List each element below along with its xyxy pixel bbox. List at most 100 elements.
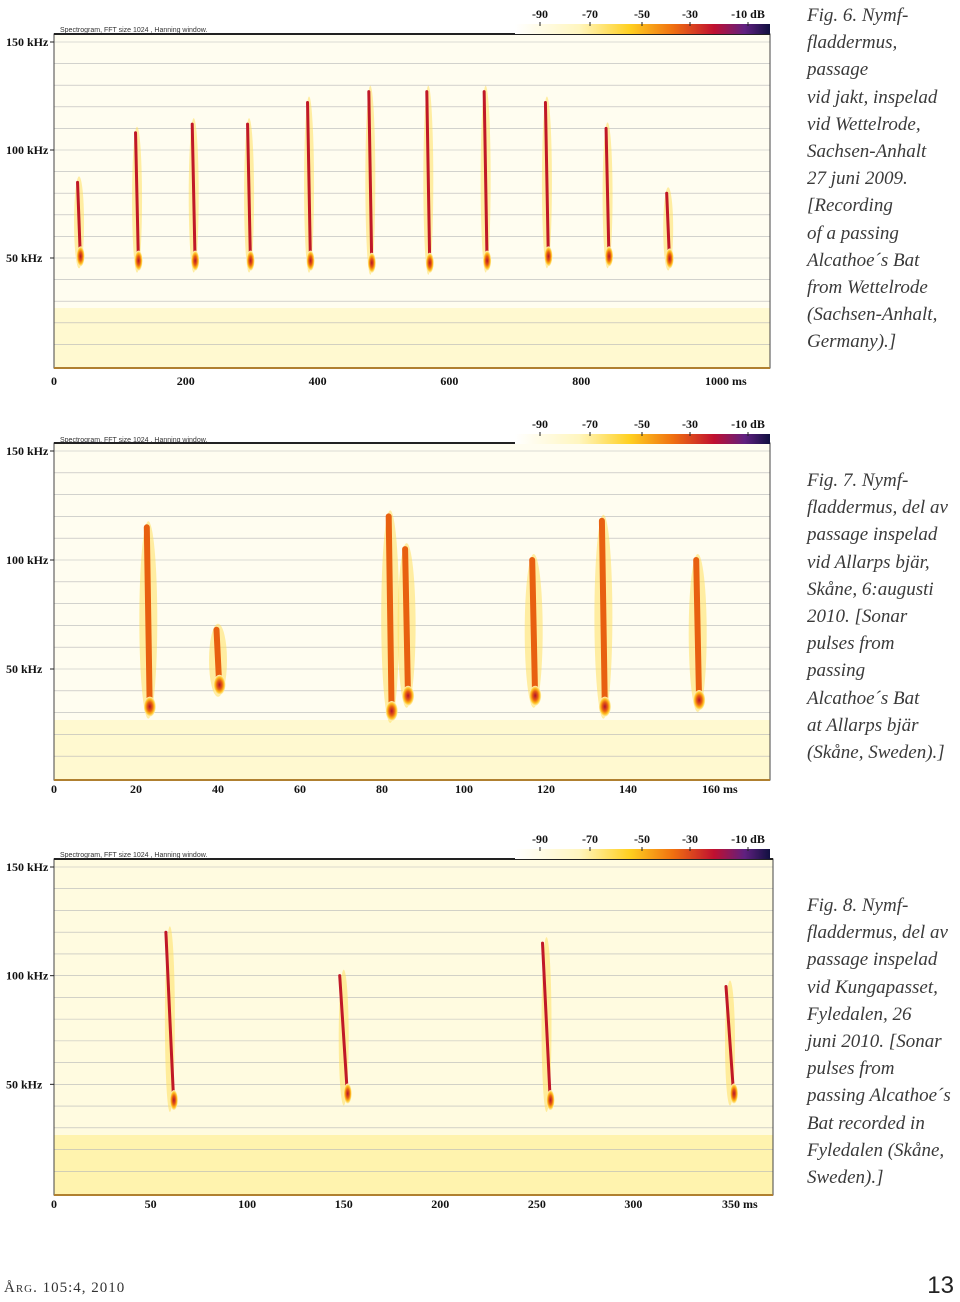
pulse — [209, 623, 227, 697]
noise-band — [54, 1135, 773, 1195]
pulse-core — [730, 1083, 738, 1104]
db-label: -10 dB — [731, 832, 765, 846]
pulse-sweep — [604, 126, 611, 264]
db-label: -70 — [582, 832, 598, 846]
pulse-core — [693, 690, 706, 711]
x-tick-label: 120 — [537, 782, 555, 796]
pulse — [541, 937, 555, 1113]
db-label: -70 — [582, 417, 598, 431]
spectrogram-label: Spectrogram, FFT size 1024 , Hanning win… — [60, 852, 207, 859]
db-label: -50 — [634, 832, 650, 846]
y-axis-label: 50 kHz — [6, 662, 43, 676]
y-axis-label: 50 kHz — [6, 251, 43, 265]
db-label: -10 dB — [731, 7, 765, 21]
db-label: -50 — [634, 417, 650, 431]
db-label: -70 — [582, 7, 598, 21]
pulse — [480, 85, 492, 273]
x-tick-label: 60 — [294, 782, 306, 796]
pulse-core — [367, 252, 376, 273]
pulse-core — [544, 246, 553, 267]
pulse-core — [191, 250, 200, 271]
y-axis-label: 100 kHz — [6, 969, 49, 983]
x-tick-label: 1000 ms — [705, 374, 747, 388]
spectrogram-label: Spectrogram, FFT size 1024 , Hanning win… — [60, 27, 207, 34]
pulse-core — [246, 250, 255, 271]
db-label: -90 — [532, 7, 548, 21]
x-tick-label: 200 — [177, 374, 195, 388]
db-label: -90 — [532, 832, 548, 846]
page-number: 13 — [927, 1272, 954, 1299]
pulse-sweep — [338, 974, 350, 1102]
x-tick-label: 350 ms — [722, 1197, 758, 1211]
pulse — [244, 118, 255, 273]
pulse-core — [76, 246, 85, 267]
db-label: -30 — [682, 417, 698, 431]
db-label: -30 — [682, 7, 698, 21]
pulse — [541, 96, 553, 269]
pulse-core — [529, 685, 542, 706]
pulse-sweep — [598, 517, 608, 716]
x-tick-label: 250 — [528, 1197, 546, 1211]
pulse — [132, 126, 143, 273]
x-tick-label: 160 ms — [702, 782, 738, 796]
pulse-core — [483, 250, 492, 271]
y-axis-label: 150 kHz — [6, 444, 49, 458]
y-axis-label: 50 kHz — [6, 1077, 43, 1091]
pulse-core — [605, 246, 614, 267]
x-tick-label: 200 — [431, 1197, 449, 1211]
pulse — [139, 521, 158, 719]
pulse — [365, 85, 376, 275]
x-tick-label: 100 — [238, 1197, 256, 1211]
pulse — [688, 554, 707, 713]
y-axis-label: 100 kHz — [6, 143, 49, 157]
x-tick-label: 800 — [572, 374, 590, 388]
x-tick-label: 0 — [51, 374, 57, 388]
pulse-sweep — [402, 546, 412, 705]
x-tick-label: 50 — [145, 1197, 157, 1211]
spectrogram-fig7: -90 -70 -50 -30 -10 dB Spectrogram, FFT size … — [6, 417, 771, 796]
x-tick-label: 80 — [376, 782, 388, 796]
noise-band — [54, 308, 770, 368]
pulse-core — [425, 252, 434, 273]
pulse — [663, 187, 674, 271]
pulse-sweep — [190, 122, 197, 269]
caption-fig6: Fig. 6. Nymf- fladdermus, passage vid ja… — [807, 5, 938, 353]
db-label: -50 — [634, 7, 650, 21]
pulse — [304, 96, 315, 273]
pulse-core — [402, 685, 415, 706]
x-tick-label: 600 — [440, 374, 458, 388]
figure-6: -90 -70 -50 -30 -10 dB Spectrogram, FFT size … — [0, 0, 790, 400]
pulse-sweep — [367, 90, 374, 271]
pulse-core — [343, 1083, 352, 1104]
figure-8: -90 -70 -50 -30 -10 dB Spectrogram, FFT size … — [0, 825, 790, 1225]
x-tick-label: 40 — [212, 782, 224, 796]
pulse-sweep — [385, 513, 395, 720]
pulse — [381, 510, 400, 723]
caption-fig7: Fig. 7. Nymf- fladdermus, del av passage… — [807, 470, 948, 764]
pulse-sweep — [143, 524, 153, 716]
pulse-sweep — [425, 90, 432, 271]
pulse-core — [546, 1090, 555, 1111]
pulse-sweep — [134, 131, 141, 269]
pulse-sweep — [482, 90, 489, 269]
pulse — [188, 118, 200, 273]
db-color-scale — [515, 24, 770, 34]
db-label: -10 dB — [731, 417, 765, 431]
db-label: -90 — [532, 417, 548, 431]
x-tick-label: 0 — [51, 782, 57, 796]
y-axis-label: 100 kHz — [6, 553, 49, 567]
pulse-core — [306, 250, 315, 271]
x-tick-label: 400 — [309, 374, 327, 388]
pulse-sweep — [693, 557, 703, 710]
pulse-sweep — [724, 985, 736, 1102]
pulse-core — [213, 674, 226, 695]
pulse — [397, 543, 416, 708]
y-axis-label: 150 kHz — [6, 860, 49, 874]
db-color-scale — [515, 434, 770, 444]
x-tick-label: 100 — [455, 782, 473, 796]
pulse-sweep — [541, 941, 553, 1108]
db-label: -30 — [682, 832, 698, 846]
noise-band — [54, 720, 770, 780]
pulse-sweep — [164, 930, 176, 1108]
spectrogram-fig6: -90 -70 -50 -30 -10 dB Spectrogram, FFT size … — [6, 7, 771, 388]
